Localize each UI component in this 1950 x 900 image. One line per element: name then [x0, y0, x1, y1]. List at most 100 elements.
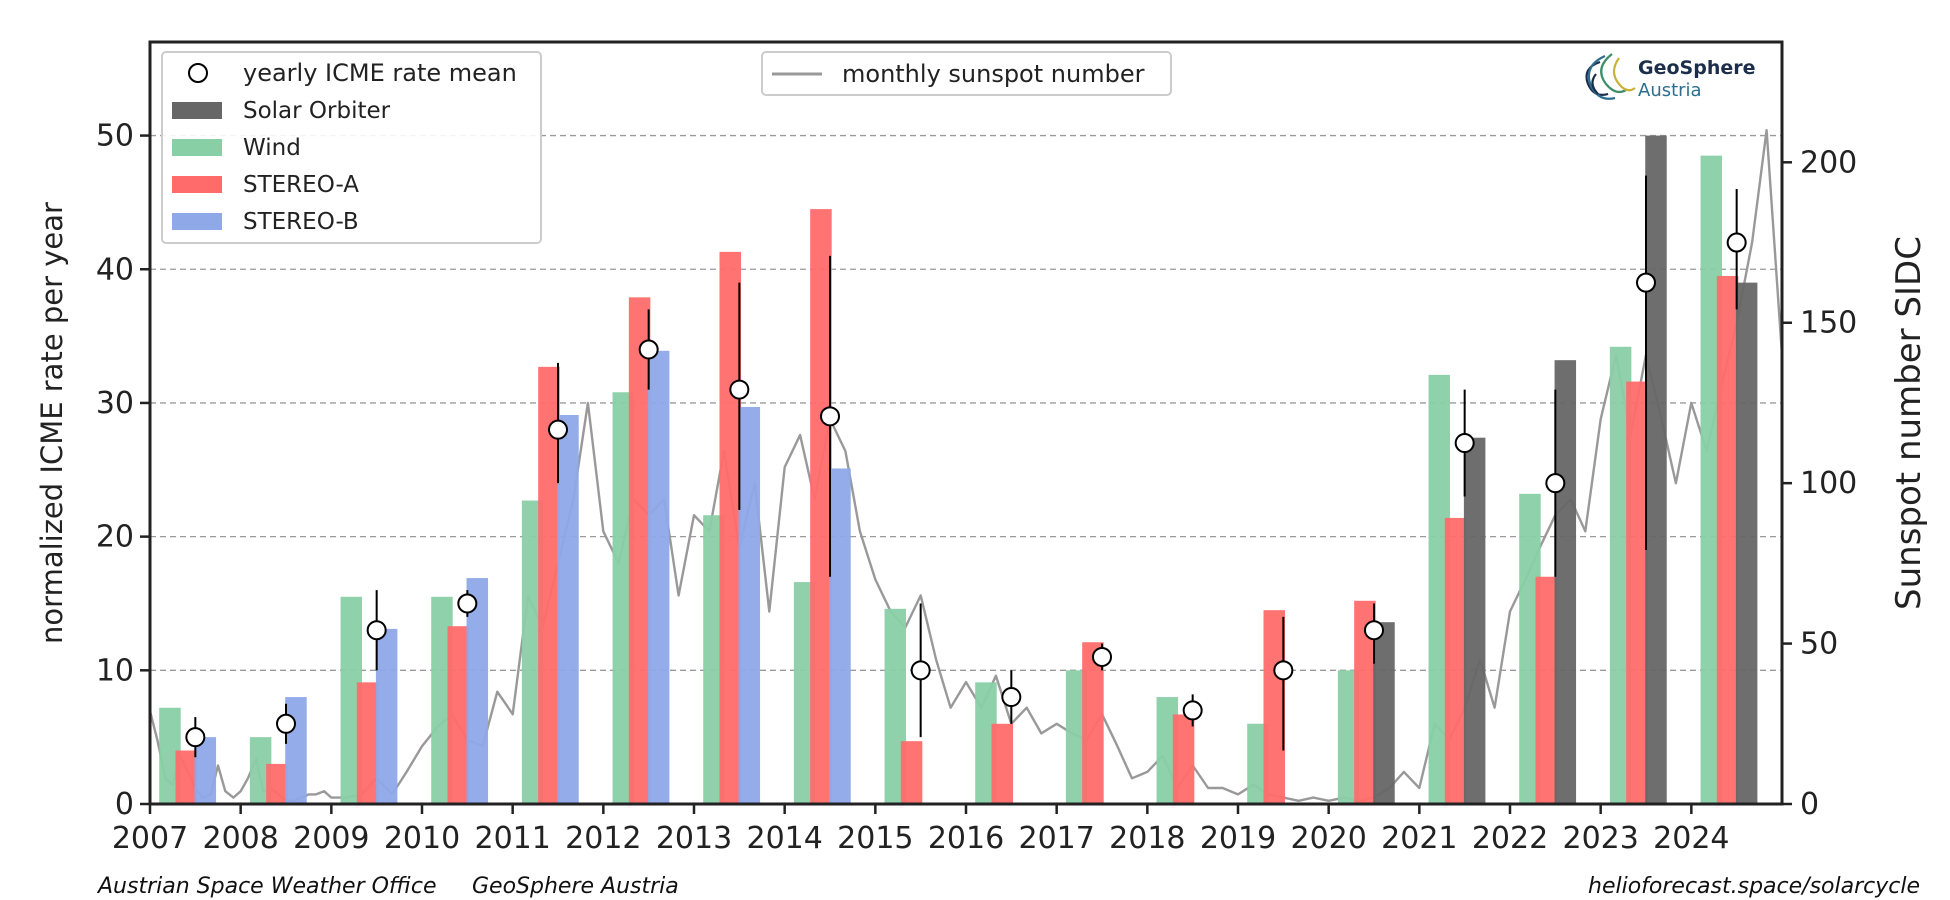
x-tick-label: 2024: [1653, 821, 1729, 856]
bar-stereo-a: [1082, 642, 1104, 804]
bar-solar-orbiter: [1463, 437, 1486, 804]
y-tick-label-left: 50: [96, 119, 134, 154]
bar-wind: [1428, 374, 1451, 804]
mean-marker: [729, 379, 750, 400]
legend-center: monthly sunspot number: [761, 51, 1172, 96]
mean-marker: [910, 660, 931, 681]
bar-wind: [1247, 723, 1269, 804]
bar-wind: [612, 392, 635, 804]
mean-marker: [366, 620, 387, 641]
bar-wind: [1519, 493, 1541, 804]
y-tick-label-right: 0: [1800, 787, 1819, 822]
mean-marker: [1001, 687, 1022, 708]
legend-solo-label: Solar Orbiter: [243, 98, 391, 124]
bar-stereo-a: [175, 750, 198, 804]
bar-stereo-a: [538, 366, 560, 804]
bar-wind: [521, 500, 544, 804]
legend-left: yearly ICME rate mean Solar Orbiter Wind…: [161, 51, 542, 244]
logo-line1: GeoSphere: [1638, 57, 1756, 79]
legend-sta-label: STEREO-A: [243, 172, 359, 198]
x-tick-label: 2013: [656, 821, 732, 856]
y-tick-label-right: 200: [1800, 145, 1857, 180]
y-axis-label-left: normalized ICME rate per year: [35, 202, 69, 644]
x-tick-label: 2016: [928, 821, 1004, 856]
x-tick-label: 2014: [746, 821, 822, 856]
y-tick-label-left: 10: [96, 653, 134, 688]
mean-marker: [1545, 473, 1566, 494]
bar-stereo-a: [1354, 600, 1376, 804]
bar-wind: [159, 707, 181, 804]
bar-stereo-b: [738, 406, 761, 804]
axes: 0 10 20 30 40 50 0 50 100 150 200 2007 2008 2009 2010 2…: [96, 119, 1857, 856]
bar-stereo-a: [356, 682, 379, 804]
bar-stereo-a: [1716, 275, 1739, 804]
bar-stereo-b: [285, 697, 307, 804]
mean-marker: [638, 339, 659, 360]
mean-marker: [457, 593, 478, 614]
bar-stereo-b: [194, 737, 217, 804]
x-tick-label: 2018: [1109, 821, 1185, 856]
bar-solar-orbiter: [1373, 622, 1395, 804]
geosphere-swirl-icon: [1585, 53, 1636, 100]
x-tick-label: 2012: [565, 821, 641, 856]
y-tick-label-left: 0: [115, 787, 134, 822]
icme-mean-series: [185, 175, 1747, 758]
x-tick-label: 2020: [1290, 821, 1366, 856]
legend-left-box: [161, 51, 542, 244]
mean-marker: [820, 406, 840, 427]
y-tick-label-right: 150: [1800, 306, 1857, 341]
bar-solar-orbiter: [1645, 135, 1667, 804]
bar-stereo-a: [447, 626, 470, 804]
x-tick-label: 2007: [112, 821, 188, 856]
bar-wind: [975, 682, 997, 804]
legend-center-box: [761, 51, 1172, 96]
bar-wind: [249, 737, 272, 804]
bar-stereo-a: [991, 723, 1014, 804]
bar-stereo-b: [557, 414, 579, 804]
mean-marker: [1454, 433, 1475, 454]
y-tick-label-right: 100: [1800, 466, 1857, 501]
bar-stereo-a: [719, 251, 742, 804]
bar-wind: [884, 608, 907, 804]
bar-wind: [340, 596, 363, 804]
bar-solar-orbiter: [1554, 360, 1577, 804]
bar-stereo-b: [375, 628, 398, 804]
legend-solo-swatch: [172, 102, 222, 119]
mean-marker: [1092, 646, 1112, 667]
x-tick-label: 2015: [837, 821, 913, 856]
logo-line2: Austria: [1638, 80, 1702, 101]
bar-stereo-b: [829, 468, 851, 804]
x-tick-label: 2010: [384, 821, 460, 856]
bar-wind: [1337, 670, 1360, 804]
bar-wind: [1065, 670, 1088, 804]
x-tick-label: 2017: [1018, 821, 1094, 856]
bar-wind: [793, 582, 816, 804]
bar-stereo-a: [1444, 517, 1467, 804]
bar-wind: [431, 596, 453, 804]
bar-stereo-a: [900, 741, 923, 804]
x-tick-label: 2023: [1562, 821, 1638, 856]
bar-wind: [1700, 155, 1723, 804]
credit-office: Austrian Space Weather Office: [98, 874, 437, 899]
x-tick-label: 2009: [293, 821, 369, 856]
mean-marker: [185, 727, 206, 748]
legend-wind-label: Wind: [243, 135, 301, 161]
bar-stereo-a: [628, 297, 651, 804]
x-tick-label: 2019: [1200, 821, 1276, 856]
legend-mean-marker: [188, 63, 208, 83]
x-tick-label: 2022: [1472, 821, 1548, 856]
geosphere-logo: GeoSphere Austria: [1585, 53, 1756, 101]
y-tick-label-left: 20: [96, 520, 134, 555]
bar-wind: [703, 515, 725, 804]
bar-wind: [1609, 346, 1632, 804]
legend-sunspot-label: monthly sunspot number: [842, 60, 1145, 88]
bar-stereo-a: [1626, 381, 1648, 804]
x-tick-label: 2008: [202, 821, 278, 856]
mean-marker: [548, 419, 568, 440]
bar-stereo-a: [810, 209, 832, 804]
y-tick-label-left: 30: [96, 386, 134, 421]
bar-solar-orbiter: [1735, 282, 1758, 804]
y-tick-label-left: 40: [96, 252, 134, 287]
mean-marker: [276, 713, 296, 734]
